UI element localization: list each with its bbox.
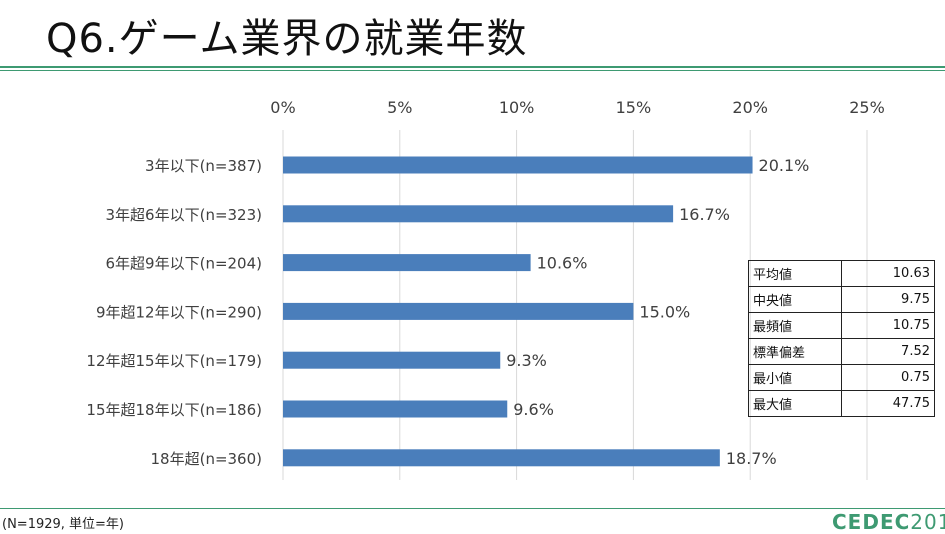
category-label: 15年超18年以下(n=186) bbox=[86, 401, 262, 419]
stats-value: 7.52 bbox=[841, 338, 935, 365]
stats-value: 10.63 bbox=[841, 260, 935, 287]
data-label: 9.3% bbox=[506, 351, 547, 370]
stats-label: 最小値 bbox=[748, 364, 842, 391]
data-label: 10.6% bbox=[537, 254, 588, 273]
data-label: 18.7% bbox=[726, 449, 777, 468]
x-tick-label: 15% bbox=[616, 98, 652, 117]
logo-brand: CEDEC bbox=[832, 510, 911, 534]
stats-row: 平均値 10.63 bbox=[748, 260, 935, 287]
stats-label: 中央値 bbox=[748, 286, 842, 313]
x-tick-label: 10% bbox=[499, 98, 535, 117]
data-label: 16.7% bbox=[679, 205, 730, 224]
stats-row: 最大値 47.75 bbox=[748, 390, 935, 417]
title-divider-thin bbox=[0, 70, 945, 71]
stats-label: 標準偏差 bbox=[748, 338, 842, 365]
bar bbox=[283, 254, 531, 272]
bar bbox=[283, 449, 720, 467]
bar bbox=[283, 205, 674, 223]
stats-label: 最頻値 bbox=[748, 312, 842, 339]
category-label: 9年超12年以下(n=290) bbox=[96, 303, 262, 321]
stats-table: 平均値 10.63 中央値 9.75 最頻値 10.75 標準偏差 7.52 最小値 0.75 最大… bbox=[748, 260, 935, 417]
footer-divider bbox=[0, 508, 945, 509]
bar bbox=[283, 400, 508, 418]
stats-value: 0.75 bbox=[841, 364, 935, 391]
stats-row: 中央値 9.75 bbox=[748, 286, 935, 313]
bar bbox=[283, 351, 501, 369]
stats-value: 47.75 bbox=[841, 390, 935, 417]
bar-chart: 0% 5% 10% 15% 20% 25% 3年以下(n=387) 20.1% 3年超6年以下(… bbox=[86, 98, 885, 480]
x-tick-label: 20% bbox=[732, 98, 768, 117]
x-tick-label: 25% bbox=[849, 98, 885, 117]
category-label: 18年超(n=360) bbox=[151, 450, 263, 468]
stats-value: 9.75 bbox=[841, 286, 935, 313]
logo-year: 2017 bbox=[910, 510, 945, 534]
stats-label: 平均値 bbox=[748, 260, 842, 287]
category-label: 12年超15年以下(n=179) bbox=[86, 352, 262, 370]
data-label: 15.0% bbox=[639, 302, 690, 321]
stats-row: 最小値 0.75 bbox=[748, 364, 935, 391]
bar bbox=[283, 302, 634, 320]
data-label: 20.1% bbox=[759, 156, 810, 175]
data-label: 9.6% bbox=[513, 400, 554, 419]
stats-row: 最頻値 10.75 bbox=[748, 312, 935, 339]
footnote: (N=1929, 単位=年) bbox=[2, 517, 125, 532]
stats-label: 最大値 bbox=[748, 390, 842, 417]
x-tick-label: 0% bbox=[270, 98, 295, 117]
title-divider bbox=[0, 66, 945, 68]
category-label: 3年超6年以下(n=323) bbox=[106, 206, 263, 224]
category-label: 6年超9年以下(n=204) bbox=[106, 255, 263, 273]
cedec-logo: CEDEC2017 bbox=[832, 510, 945, 534]
category-label: 3年以下(n=387) bbox=[145, 157, 262, 175]
x-tick-label: 5% bbox=[387, 98, 412, 117]
stats-value: 10.75 bbox=[841, 312, 935, 339]
stats-row: 標準偏差 7.52 bbox=[748, 338, 935, 365]
bar bbox=[283, 156, 753, 174]
page-title: Q6.ゲーム業界の就業年数 bbox=[46, 16, 528, 62]
